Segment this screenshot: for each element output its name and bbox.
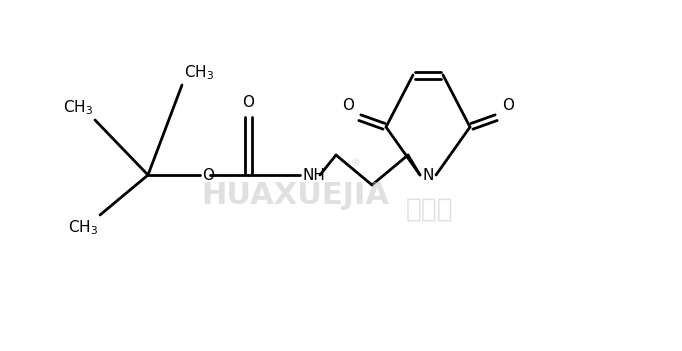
Text: CH$_3$: CH$_3$ <box>63 98 93 117</box>
Text: NH: NH <box>302 168 325 184</box>
Text: O: O <box>242 95 254 110</box>
Text: ®: ® <box>350 158 360 168</box>
Text: N: N <box>422 168 434 184</box>
Text: CH$_3$: CH$_3$ <box>184 63 214 82</box>
Text: O: O <box>202 168 214 184</box>
Text: HUAXUEJIA: HUAXUEJIA <box>201 180 389 210</box>
Text: O: O <box>502 98 514 113</box>
Text: CH$_3$: CH$_3$ <box>68 218 98 237</box>
Text: 化学加: 化学加 <box>406 197 454 223</box>
Text: O: O <box>342 98 354 113</box>
